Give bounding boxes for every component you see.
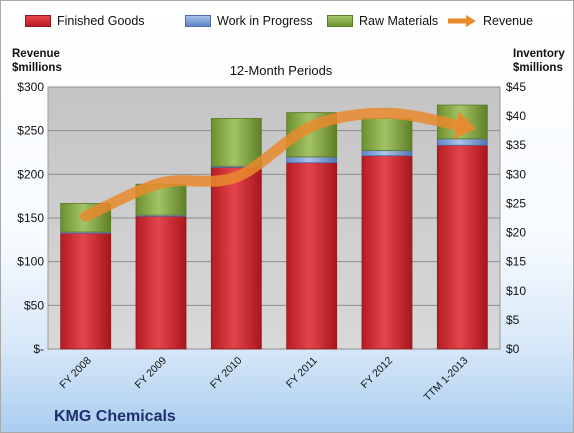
legend-label-revenue: Revenue (483, 14, 534, 28)
left-axis-title-line-2: $millions (12, 62, 62, 74)
bar-finished-goods (60, 232, 112, 350)
left-axis-title: Revenue $millions (12, 47, 62, 75)
legend-swatch-raw-materials (327, 15, 353, 27)
right-tick-label: $35 (506, 138, 526, 152)
x-tick-label: FY 2010 (208, 355, 245, 392)
bar-work-in-progress (286, 156, 338, 164)
legend-label-finished-goods: Finished Goods (57, 14, 145, 28)
legend-swatch-revenue (448, 15, 476, 27)
left-tick-label: $200 (17, 167, 44, 181)
revenue-line (80, 107, 477, 222)
right-axis-ticks: $0 $5 $10 $15 $20 $25 $30 $35 $40 $45 (506, 80, 526, 356)
left-tick-label: $- (33, 342, 44, 356)
x-tick-label: FY 2008 (57, 355, 94, 392)
legend-swatch-finished-goods (25, 15, 51, 27)
legend-swatch-work-in-progress (185, 15, 211, 27)
left-axis-ticks: $- $50 $100 $150 $200 $250 $300 (17, 80, 44, 356)
bar-finished-goods (286, 162, 338, 350)
left-tick-label: $100 (17, 255, 44, 269)
legend-item-revenue: Revenue (447, 14, 533, 28)
right-axis-title-line-2: $millions (513, 62, 563, 74)
right-tick-label: $20 (506, 226, 526, 240)
x-tick-label: FY 2009 (133, 355, 170, 392)
revenue-arrowhead (454, 111, 477, 140)
bar-finished-goods (135, 215, 187, 350)
bar-raw-materials (210, 118, 262, 167)
left-tick-label: $250 (17, 124, 44, 138)
legend-item-raw-materials: Raw Materials (327, 14, 438, 28)
x-tick-label: FY 2011 (284, 355, 320, 391)
right-tick-label: $10 (506, 284, 526, 298)
right-tick-label: $45 (506, 80, 526, 94)
legend: Finished Goods Work in Progress Raw Mate… (23, 14, 563, 34)
right-axis-title-line-1: Inventory (513, 48, 565, 60)
gridlines (48, 86, 500, 350)
legend-item-finished-goods: Finished Goods (25, 14, 145, 28)
company-name: KMG Chemicals (54, 408, 176, 425)
bar-finished-goods (436, 144, 488, 350)
bar-work-in-progress (361, 150, 413, 157)
right-tick-label: $5 (506, 313, 520, 327)
right-tick-label: $0 (506, 342, 520, 356)
legend-item-work-in-progress: Work in Progress (185, 14, 313, 28)
right-tick-label: $40 (506, 109, 526, 123)
left-tick-label: $300 (17, 80, 44, 94)
x-axis-ticks: FY 2008 FY 2009 FY 2010 FY 2011 FY 2012 TTM 1… (57, 355, 470, 404)
bar-work-in-progress (436, 138, 488, 146)
bar-finished-goods (210, 166, 262, 350)
bars (60, 104, 488, 350)
bar-raw-materials (361, 118, 413, 151)
legend-label-raw-materials: Raw Materials (359, 14, 439, 28)
left-tick-label: $150 (17, 211, 44, 225)
right-tick-label: $30 (506, 167, 526, 181)
right-tick-label: $15 (506, 255, 526, 269)
left-axis-title-line-1: Revenue (12, 48, 60, 60)
left-tick-label: $50 (24, 298, 44, 312)
chart-title: 12-Month Periods (229, 63, 333, 78)
right-axis-title: Inventory $millions (513, 47, 565, 75)
bar-finished-goods (361, 155, 413, 350)
x-tick-label: FY 2012 (359, 355, 396, 392)
legend-label-work-in-progress: Work in Progress (217, 14, 313, 28)
x-tick-label: TTM 1-2013 (422, 355, 471, 404)
right-tick-label: $25 (506, 196, 526, 210)
revenue-line-path (80, 107, 468, 222)
